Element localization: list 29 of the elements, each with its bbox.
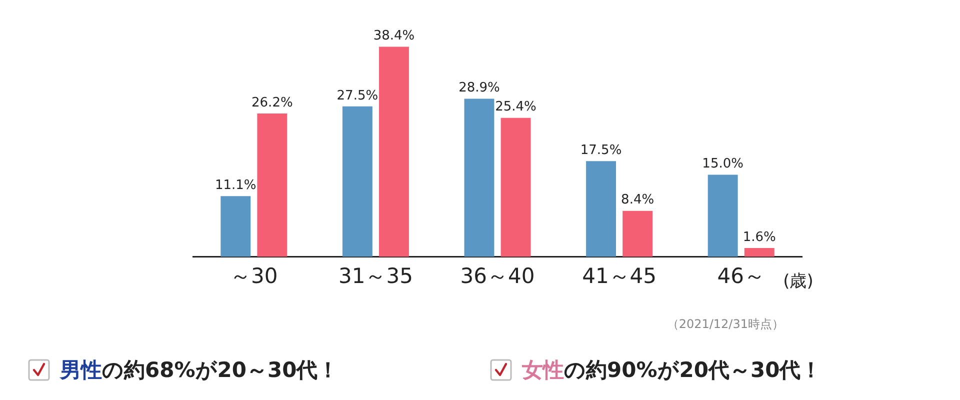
data-label: 26.2% [252, 95, 293, 110]
bar [220, 196, 251, 257]
bar [744, 248, 774, 257]
bar [586, 161, 616, 257]
data-label: 27.5% [336, 88, 378, 104]
data-label: 15.0% [702, 156, 744, 172]
bar [500, 118, 531, 257]
text: 女性の約90%が20代～30代！ [522, 358, 822, 382]
bar [464, 98, 494, 257]
bar [708, 174, 738, 257]
data-label: 1.6% [742, 230, 776, 245]
data-label: 38.4% [373, 28, 415, 44]
data-label: 25.4% [495, 100, 536, 115]
bar [342, 106, 372, 257]
x-tick-label: 31～35 [338, 264, 413, 288]
text: 男性の約68%が20～30代！ [60, 358, 339, 382]
x-tick-label: 46～ [717, 264, 765, 288]
x-tick-label: 36～40 [460, 264, 535, 288]
data-label: 28.9% [458, 80, 500, 96]
bar [257, 113, 288, 257]
data-label: 17.5% [580, 142, 622, 158]
bar [378, 46, 409, 257]
data-label: 11.1% [214, 178, 256, 193]
x-axis-title: (歳) [783, 271, 814, 292]
bar [622, 210, 653, 257]
text: （2021/12/31時点） [666, 317, 784, 331]
x-tick-label: 41～45 [582, 264, 657, 288]
data-label: 8.4% [621, 192, 654, 208]
x-tick-label: ～30 [230, 264, 278, 288]
